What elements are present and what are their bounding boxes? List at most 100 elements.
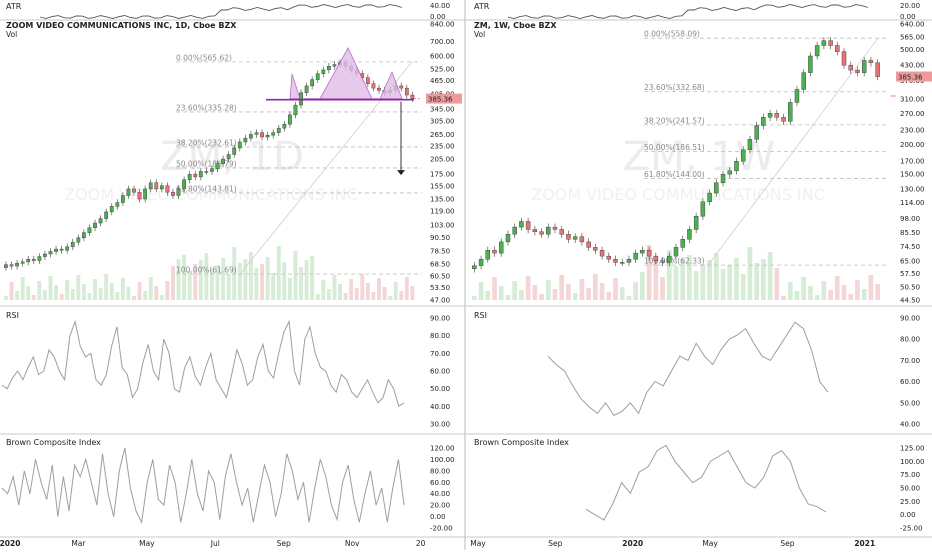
right-volume-bar (485, 291, 491, 300)
left-volume-bar (143, 291, 148, 300)
left-candle-body (98, 218, 103, 224)
left-candle-body (321, 69, 326, 74)
right-candle-body (828, 40, 833, 46)
left-volume-bar (9, 282, 14, 300)
left-rsi-tick-2: 70.00 (430, 350, 450, 358)
right-volume-bar (814, 295, 820, 300)
right-candle-body (646, 249, 652, 257)
right-candle-body (855, 69, 860, 73)
left-candle-body (4, 264, 8, 268)
right-volume-bar (472, 296, 477, 300)
left-candle-body (9, 264, 14, 267)
right-volume-bar (787, 282, 793, 300)
right-x-label-3: May (702, 539, 718, 548)
left-volume-bar (93, 279, 97, 300)
right-bci-tick-2: 75.00 (900, 471, 920, 479)
left-volume-bar (315, 294, 320, 300)
right-volume-bar (848, 294, 854, 300)
right-candle-body (478, 258, 484, 266)
left-rsi-tick-1: 80.00 (430, 332, 450, 340)
right-price-tick-16: 65.00 (900, 257, 920, 265)
left-volume-bar (159, 295, 164, 300)
left-volume-bar (148, 277, 153, 300)
left-volume-bar (332, 275, 337, 300)
right-rsi-tick-3: 60.00 (900, 378, 920, 386)
right-candle-body (693, 215, 699, 230)
left-candle-body (148, 182, 153, 190)
left-price-tick-16: 90.50 (430, 234, 450, 242)
left-volume-bar (81, 284, 86, 300)
right-fib-label-1: 23.60%(332.68) (644, 83, 705, 92)
left-volume-bar (349, 279, 354, 300)
right-candle-body (707, 192, 712, 202)
left-vol-label: Vol (6, 30, 17, 39)
right-candle-body (835, 45, 840, 52)
left-atr-label: ATR (6, 2, 22, 11)
left-price-tick-8: 265.00 (430, 131, 455, 139)
left-volume-bar (104, 274, 109, 300)
left-rsi-tick-3: 60.00 (430, 368, 450, 376)
left-candle-body (31, 258, 36, 261)
left-candle-body (115, 202, 120, 207)
right-volume-bar (640, 272, 645, 300)
right-price-tick-1: 565.00 (900, 33, 925, 41)
right-candle-body (620, 262, 625, 264)
left-volume-bar (271, 273, 276, 300)
right-price-tick-5: 310.00 (900, 96, 925, 104)
left-fib-label-3: 50.00%(186.79) (176, 159, 237, 168)
left-volume-bar (265, 257, 270, 300)
left-candle-body (193, 173, 198, 178)
right-price-tick-0: 640.00 (900, 21, 925, 29)
left-candle-body (293, 104, 298, 116)
right-fib-trendline (707, 37, 879, 266)
left-volume-bar (15, 291, 20, 300)
left-volume-bar (37, 281, 42, 300)
right-volume-bar (613, 278, 618, 300)
left-volume-bar (326, 289, 331, 300)
right-last-price-box (896, 71, 932, 82)
left-price-tick-20: 53.50 (430, 284, 450, 292)
left-volume-bar (198, 260, 203, 300)
right-candle-body (539, 231, 544, 235)
left-volume-bar (338, 284, 342, 300)
right-candle-body (519, 221, 524, 228)
right-volume-bar (713, 253, 719, 300)
right-candle-body (499, 241, 504, 254)
right-volume-bar (572, 293, 578, 300)
left-candle-body (159, 185, 164, 190)
left-candle-body (265, 134, 270, 138)
left-candle-body (232, 147, 237, 155)
right-volume-bar (606, 292, 612, 300)
left-candle-body (237, 141, 242, 149)
right-fib-label-0: 0.00%(558.09) (644, 30, 700, 39)
left-volume-bar (70, 289, 75, 300)
right-volume-bar (767, 252, 773, 300)
left-price-tick-15: 103.00 (430, 221, 455, 229)
right-volume-bar (599, 283, 605, 300)
right-rsi-tick-2: 70.00 (900, 357, 920, 365)
left-candle-body (54, 248, 58, 252)
left-volume-bar (377, 278, 381, 300)
left-candle-body (404, 87, 409, 96)
right-candle-body (546, 226, 551, 235)
left-fib-label-5: 100.00%(61.69) (176, 265, 237, 274)
right-candle-body (673, 247, 679, 257)
right-volume-bar (666, 250, 672, 300)
left-volume-bar (42, 290, 47, 300)
right-x-label-5: 2021 (854, 539, 875, 548)
left-price-tick-11: 175.00 (430, 171, 455, 179)
right-volume-bar (559, 275, 565, 300)
left-candle-body (59, 248, 64, 251)
left-price-tick-12: 155.00 (430, 182, 455, 190)
left-chart-title: ZOOM VIDEO COMMUNICATIONS INC, 1D, Cboe … (6, 21, 237, 30)
right-volume-bar (478, 282, 484, 300)
left-price-tick-19: 60.50 (430, 272, 450, 280)
left-volume-bar (343, 293, 348, 300)
right-candle-body (640, 249, 645, 254)
left-atr-tick-bottom: 0.00 (430, 13, 446, 21)
left-price-tick-17: 78.50 (430, 247, 450, 255)
left-volume-bar (232, 247, 237, 300)
left-candle-body (48, 251, 53, 255)
left-volume-bar (176, 259, 181, 300)
